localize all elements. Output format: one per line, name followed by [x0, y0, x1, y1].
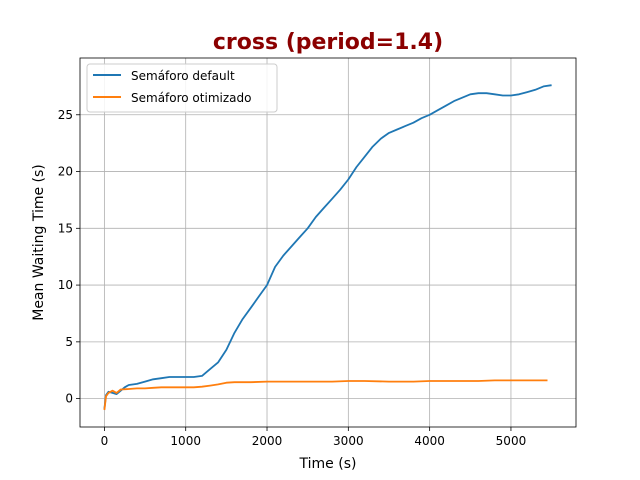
x-tick-label: 5000	[496, 434, 527, 448]
ticks: 0 1000 2000 3000 4000 5000 0 5 10 15 20 25	[58, 108, 527, 448]
series-line-otimizado	[103, 379, 548, 411]
grid	[80, 58, 576, 427]
x-axis-label: Time (s)	[299, 456, 357, 472]
plot-frame	[79, 57, 577, 428]
legend-label-default: Semáforo default	[131, 69, 235, 83]
y-tick-label: 0	[65, 392, 73, 406]
y-tick-label: 5	[65, 335, 73, 349]
y-tick-label: 25	[58, 108, 73, 122]
y-tick-label: 10	[58, 278, 73, 292]
legend-label-otimizado: Semáforo otimizado	[131, 91, 251, 105]
y-tick-label: 20	[58, 165, 73, 179]
legend-box	[86, 63, 278, 113]
chart-title: cross (period=1.4)	[213, 30, 443, 55]
series-line-default	[103, 84, 552, 409]
x-tick-label: 0	[101, 434, 109, 448]
legend: Semáforo default Semáforo otimizado	[86, 63, 278, 113]
x-tick-label: 4000	[414, 434, 445, 448]
series-layer	[103, 84, 552, 411]
y-tick-label: 15	[58, 221, 73, 235]
x-tick-label: 1000	[170, 434, 201, 448]
y-axis-label: Mean Waiting Time (s)	[31, 164, 47, 321]
x-tick-label: 3000	[333, 434, 364, 448]
x-tick-label: 2000	[252, 434, 283, 448]
